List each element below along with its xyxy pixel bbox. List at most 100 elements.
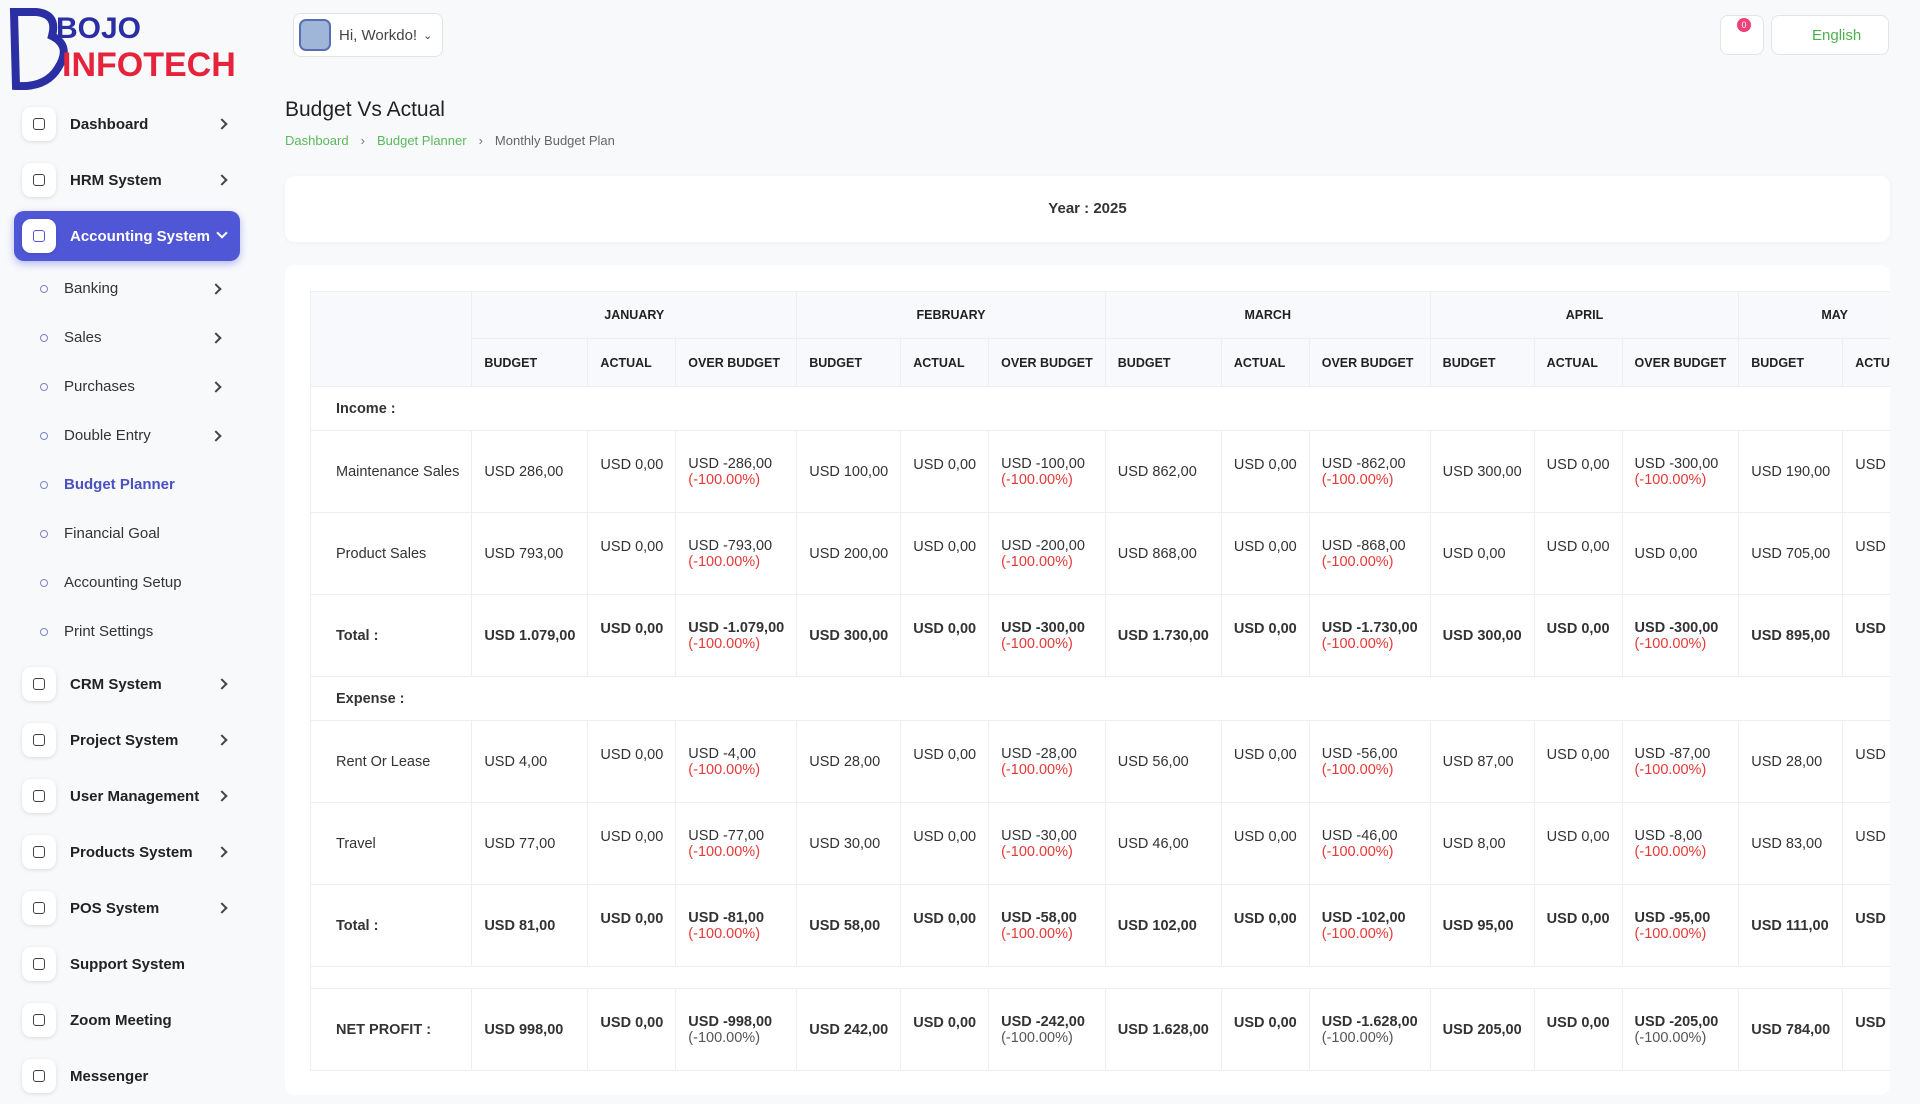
section-label: Expense :	[310, 676, 1890, 721]
over-budget-cell: USD -1.079,00 (-100.00%)	[675, 594, 798, 677]
over-budget-cell: USD -300,00 (-100.00%)	[1621, 594, 1740, 677]
row-section: Expense :	[310, 676, 1890, 721]
over-budget: USD -242,00	[1001, 1013, 1085, 1030]
budget-cell: USD 56,00	[1104, 720, 1222, 803]
budget-cell: USD 46,00	[1104, 802, 1222, 885]
budget-cell: USD 28,00	[796, 720, 902, 803]
actual-cell: USD 0,00	[1220, 512, 1310, 595]
menu-item[interactable]: Messenger	[14, 1048, 240, 1104]
budget-cell: USD 998,00	[471, 988, 589, 1071]
breadcrumb-item[interactable]: Budget Planner	[376, 133, 467, 148]
menu-item[interactable]: CRM System	[14, 656, 240, 712]
menu-item[interactable]: Dashboard	[14, 96, 240, 152]
over-budget-cell: USD -300,00 (-100.00%)	[988, 594, 1106, 677]
over-budget: USD -95,00	[1634, 909, 1711, 926]
row-item: Product Sales USD 793,00 USD 0,00 USD -793,…	[310, 512, 1890, 595]
breadcrumb: Dashboard › Budget Planner › Monthly Budget …	[285, 133, 615, 148]
budget-cell: USD 300,00	[1429, 430, 1535, 513]
menu-item[interactable]: HRM System	[14, 152, 240, 208]
icon-glyph	[33, 174, 45, 186]
menu-icon	[22, 835, 56, 869]
over-budget-percent: (-100.00%)	[1634, 761, 1707, 778]
chevron	[216, 174, 228, 186]
greeting: Hi, Workdo!	[339, 26, 418, 44]
over-budget-cell: USD -100,00 (-100.00%)	[988, 430, 1106, 513]
logo[interactable]: BOJO INFOTECH	[6, 6, 236, 90]
budget-cell: USD 205,00	[1429, 988, 1535, 1071]
month-header: JANUARY	[471, 291, 798, 339]
submenu-item[interactable]: Double Entry	[14, 411, 240, 460]
submenu-item[interactable]: Accounting Setup	[14, 558, 240, 607]
language-select[interactable]: English	[1771, 15, 1889, 55]
over-budget: USD -200,00	[1001, 537, 1085, 554]
menu-item[interactable]: Accounting System	[14, 211, 240, 261]
breadcrumb-item[interactable]: Dashboard	[285, 133, 349, 148]
icon-glyph	[33, 118, 45, 130]
budget-cell: USD 895,00	[1738, 594, 1844, 677]
over-budget: USD -87,00	[1634, 745, 1711, 762]
menu-icon	[22, 1003, 56, 1037]
actual-cell: USD 0,00	[1533, 720, 1623, 803]
page-title: Budget Vs Actual	[285, 98, 445, 121]
over-budget-percent: (-100.00%)	[1001, 635, 1073, 652]
table-wrap: JANUARY FEBRUARY MARCH APRIL MAY BUDGET ACTUAL…	[310, 291, 1890, 1071]
submenu-label: Financial Goal	[64, 525, 160, 542]
sidebar: BOJO INFOTECH Dashboard HRM System Account…	[0, 0, 250, 1093]
actual-cell: USD 0,00	[587, 884, 677, 967]
menu-item[interactable]: POS System	[14, 880, 240, 936]
table-body: Income : Maintenance Sales USD 286,00 USD 0…	[310, 386, 1890, 1071]
over-budget-cell: USD -77,00 (-100.00%)	[675, 802, 798, 885]
row-section: Income :	[310, 386, 1890, 431]
budget-cell: USD 30,00	[796, 802, 902, 885]
over-budget-cell: USD -200,00 (-100.00%)	[988, 512, 1106, 595]
over-budget-percent: (-100.00%)	[1001, 761, 1073, 778]
menu-item[interactable]: User Management	[14, 768, 240, 824]
over-budget-percent: (-100.00%)	[1634, 925, 1707, 942]
chevron	[210, 429, 222, 442]
budget-cell: USD 102,00	[1104, 884, 1222, 967]
icon-glyph	[33, 734, 45, 746]
menu-icon	[22, 1059, 56, 1093]
user-menu[interactable]: Hi, Workdo! ⌄	[293, 13, 444, 57]
corner-cell	[310, 291, 473, 387]
over-budget-cell: USD -87,00 (-100.00%)	[1621, 720, 1740, 803]
menu-item[interactable]: Products System	[14, 824, 240, 880]
row-item: Travel USD 77,00 USD 0,00 USD -77,00 (-100.0…	[310, 802, 1890, 885]
submenu-item[interactable]: Banking	[14, 264, 240, 313]
section-label: Income :	[310, 386, 1890, 431]
menu-item[interactable]: Project System	[14, 712, 240, 768]
submenu-item[interactable]: Sales	[14, 313, 240, 362]
submenu-item[interactable]: Print Settings	[14, 607, 240, 656]
chevron	[216, 734, 228, 746]
row-label: Total :	[310, 884, 473, 967]
month-header: MARCH	[1104, 291, 1431, 339]
over-budget: USD -28,00	[1001, 745, 1077, 762]
actual-cell: USD 0,00	[1533, 988, 1623, 1071]
actual-cell: USD 0,00	[587, 512, 677, 595]
menu-label: Accounting System	[70, 227, 211, 245]
row-label: Maintenance Sales	[310, 430, 473, 513]
chevron	[210, 380, 222, 393]
chevron	[216, 902, 228, 914]
actual-cell: USD 0,00	[900, 594, 990, 677]
submenu-item[interactable]: Budget Planner	[14, 460, 240, 509]
column-header: OVER BUDGET	[1621, 338, 1740, 387]
actual-cell: USD 0,00	[1842, 720, 1890, 803]
submenu-item[interactable]: Purchases	[14, 362, 240, 411]
over-budget: USD 0,00	[1634, 545, 1698, 562]
menu-icon	[22, 107, 56, 141]
submenu-item[interactable]: Financial Goal	[14, 509, 240, 558]
row-label: Total :	[310, 594, 473, 677]
column-header: BUDGET	[471, 338, 589, 387]
menu-item[interactable]: Zoom Meeting	[14, 992, 240, 1048]
budget-cell: USD 1.730,00	[1104, 594, 1222, 677]
budget-cell: USD 81,00	[471, 884, 589, 967]
menu-icon	[22, 891, 56, 925]
over-budget-percent: (-100.00%)	[1321, 761, 1394, 778]
over-budget: USD -100,00	[1001, 455, 1085, 472]
column-header: BUDGET	[1429, 338, 1535, 387]
menu-item[interactable]: Support System	[14, 936, 240, 992]
menu-label: POS System	[70, 899, 160, 917]
over-budget-cell: USD -300,00 (-100.00%)	[1621, 430, 1740, 513]
over-budget-cell: USD -58,00 (-100.00%)	[988, 884, 1106, 967]
